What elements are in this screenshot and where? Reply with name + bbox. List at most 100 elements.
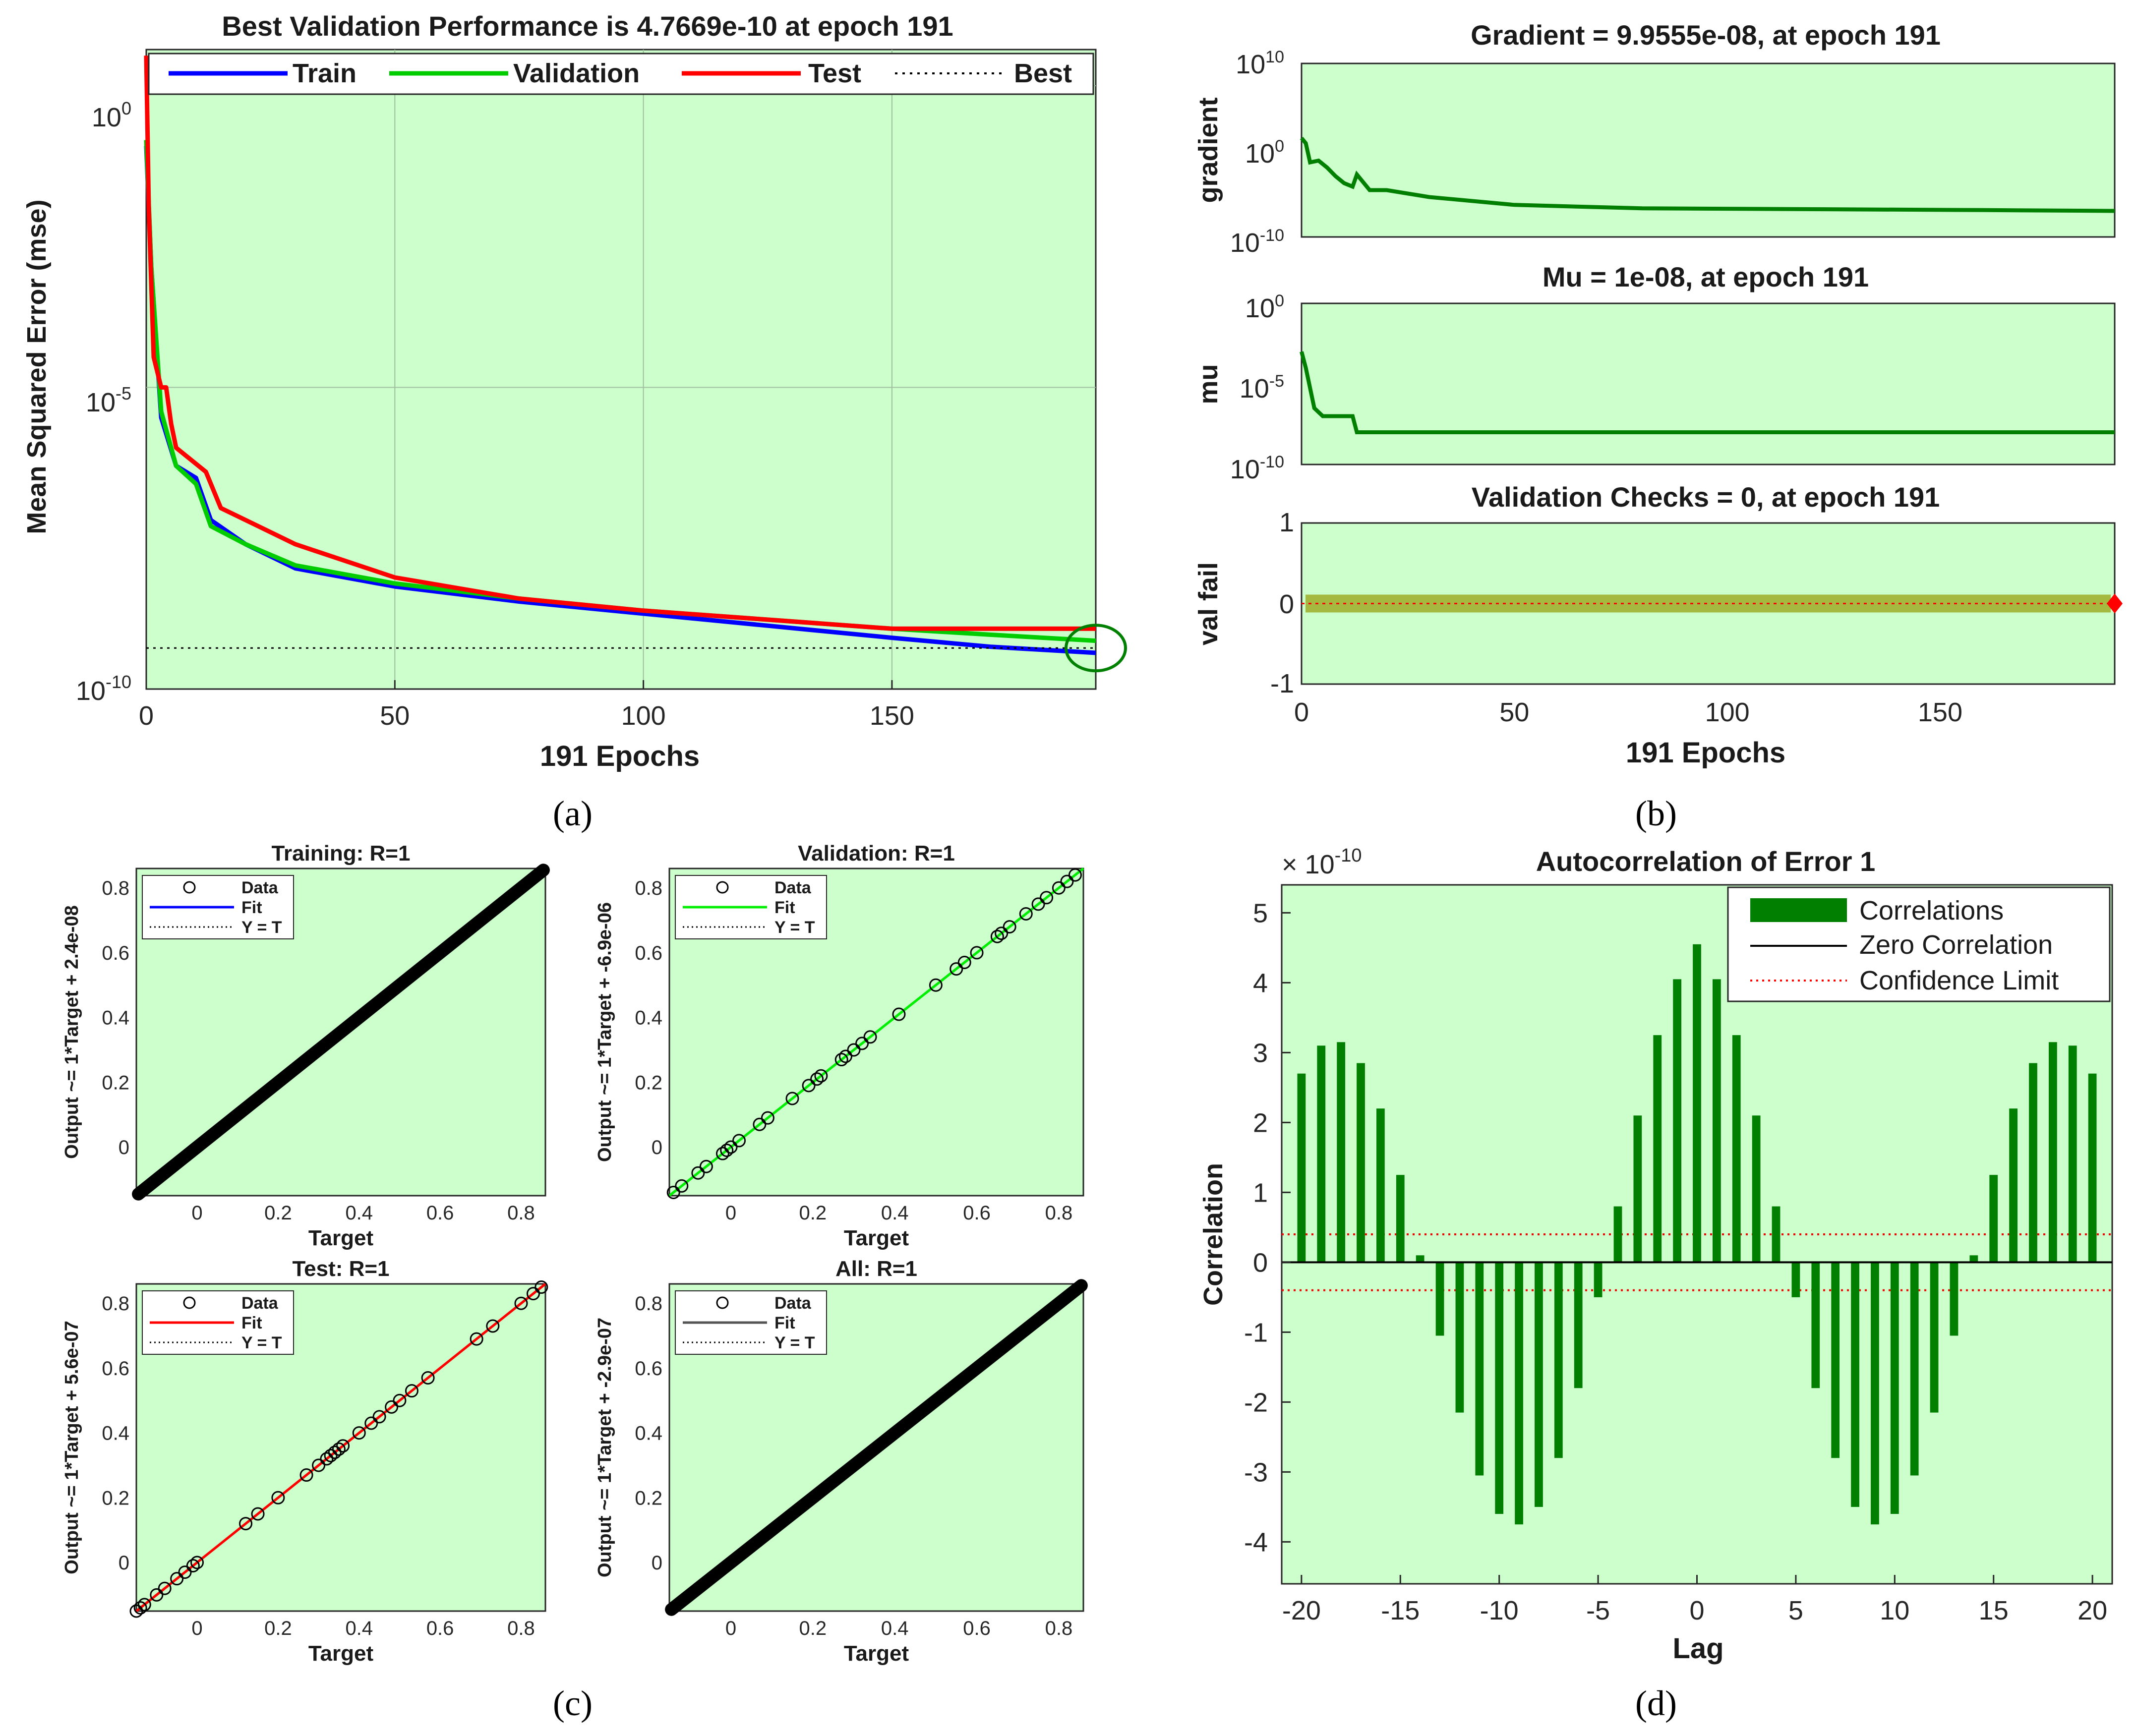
data-point xyxy=(514,1296,528,1310)
data-point xyxy=(990,929,1004,943)
data-point xyxy=(393,1393,407,1407)
train-state-xtick-label: 100 xyxy=(1705,697,1750,727)
regression-ylabel: Output ~= 1*Target + -2.9e-07 xyxy=(594,1318,615,1577)
caption-d: (d) xyxy=(1635,1683,1677,1723)
train-state-xtick-label: 0 xyxy=(1294,697,1309,727)
caption-c: (c) xyxy=(553,1683,593,1723)
legend-correlations-label: Correlations xyxy=(1859,896,2004,926)
autocorr-xlabel: Lag xyxy=(1672,1632,1723,1665)
correlation-bar xyxy=(1455,1262,1464,1413)
data-point xyxy=(178,1565,192,1579)
legend-data-marker xyxy=(716,881,729,894)
data-point xyxy=(1003,920,1016,934)
legend-data-label: Data xyxy=(774,1294,812,1313)
correlation-bar xyxy=(1594,1262,1603,1297)
regression-xlabel: Target xyxy=(308,1641,374,1666)
correlation-bar xyxy=(2009,1108,2018,1263)
gradient-ylabel: gradient xyxy=(1193,97,1223,203)
regression-xtick-label: 0 xyxy=(191,1202,202,1224)
gradient-line xyxy=(1300,136,2115,213)
regression-ytick-label: 0.4 xyxy=(102,1423,129,1445)
regression-subplot: Training: R=1 0 0.2 0.4 0.6 0.8 0 0.2 0.4 0.6 0.8 T… xyxy=(61,841,550,1250)
data-point xyxy=(364,1416,378,1430)
data-point xyxy=(299,1468,313,1482)
performance-ytick: 100 xyxy=(92,98,131,132)
performance-ytick: 10-10 xyxy=(76,672,131,706)
performance-xtick-label: 50 xyxy=(380,701,410,731)
data-point xyxy=(838,1049,852,1063)
regression-ytick-label: 0.8 xyxy=(635,877,662,899)
correlation-bar xyxy=(1535,1262,1543,1507)
legend-zero-label: Zero Correlation xyxy=(1859,930,2053,960)
regression-ylabel: Output ~= 1*Target + -6.9e-06 xyxy=(594,902,615,1162)
performance-xlabel: 191 Epochs xyxy=(540,740,700,772)
data-point xyxy=(421,1371,435,1385)
valfail-ytick: 1 xyxy=(1279,508,1294,537)
regression-ytick-label: 0.6 xyxy=(635,1358,662,1380)
performance-ylabel: Mean Squared Error (mse) xyxy=(22,199,52,534)
data-point xyxy=(675,1179,689,1193)
train-state-xtick-label: 50 xyxy=(1499,697,1529,727)
train-state-xtick-label: 150 xyxy=(1918,697,1962,727)
regression-ytick-label: 0.4 xyxy=(102,1007,129,1029)
data-point xyxy=(150,1588,164,1602)
autocorr-scale-label: × 10-10 xyxy=(1282,845,1362,879)
regression-xlabel: Target xyxy=(308,1226,374,1250)
regression-xtick-label: 0.6 xyxy=(963,1618,991,1639)
regression-xtick-label: 0.8 xyxy=(507,1618,535,1639)
data-point xyxy=(1031,897,1045,911)
data-point xyxy=(1052,881,1066,895)
data-point xyxy=(699,1159,713,1173)
regression-subplot: Validation: R=1 0 0.2 0.4 0.6 0.8 0 0.2 0.4 0.6 0.… xyxy=(594,841,1084,1250)
autocorr-ytick-label: -3 xyxy=(1244,1457,1268,1487)
legend-data-marker xyxy=(716,1296,729,1309)
data-point xyxy=(405,1384,418,1398)
data-points-dense xyxy=(665,1279,1088,1616)
autocorr-xticks: -20 -15 -10 -5 0 5 10 15 20 xyxy=(1282,1575,2107,1625)
correlation-bar xyxy=(1475,1262,1484,1476)
mu-plot-area xyxy=(1301,302,2116,465)
correlation-bar xyxy=(1435,1262,1444,1336)
correlation-bar xyxy=(1673,979,1681,1263)
gradient-ytick: 100 xyxy=(1245,137,1284,169)
correlation-bar xyxy=(1930,1262,1939,1413)
legend-identity-label: Y = T xyxy=(774,918,815,937)
data-point xyxy=(129,1604,143,1618)
legend-identity-label: Y = T xyxy=(241,1333,282,1352)
regression-ytick-label: 0 xyxy=(652,1137,662,1158)
autocorr-xtick-label: 20 xyxy=(2078,1596,2107,1625)
legend-best-label: Best xyxy=(1014,58,1072,88)
correlation-bar xyxy=(1969,1255,1978,1263)
valfail-ytick: -1 xyxy=(1270,669,1294,698)
correlation-bar xyxy=(1910,1262,1919,1476)
data-point xyxy=(133,1601,147,1615)
legend-fit-label: Fit xyxy=(241,1314,262,1332)
data-point xyxy=(526,1287,540,1301)
data-point xyxy=(352,1426,366,1440)
autocorr-ytick-label: 5 xyxy=(1253,898,1268,928)
legend-correlations-swatch xyxy=(1750,898,1847,922)
legend-fit-label: Fit xyxy=(241,898,262,917)
regression-subplot: Test: R=1 0 0.2 0.4 0.6 0.8 0 0.2 0.4 0.6 0.8 Targe… xyxy=(61,1257,548,1666)
regression-ytick-label: 0.8 xyxy=(102,877,129,899)
legend-data-label: Data xyxy=(241,1294,279,1313)
regression-ytick-label: 0.2 xyxy=(102,1072,129,1094)
data-point xyxy=(834,1053,848,1067)
legend-data-marker xyxy=(183,881,196,894)
regression-xtick-label: 0 xyxy=(725,1618,736,1639)
data-point xyxy=(186,1559,200,1573)
correlation-bar xyxy=(1613,1206,1622,1263)
legend-identity-label: Y = T xyxy=(774,1333,815,1352)
regression-ytick-label: 0.2 xyxy=(102,1487,129,1509)
correlation-bar xyxy=(1357,1063,1365,1263)
valfail-title: Validation Checks = 0, at epoch 191 xyxy=(1472,481,1940,513)
data-point xyxy=(995,926,1009,940)
data-point xyxy=(810,1072,824,1086)
data-point xyxy=(957,956,971,970)
data-point xyxy=(761,1111,774,1125)
correlation-bar xyxy=(1574,1262,1583,1389)
correlation-bar xyxy=(1791,1262,1800,1297)
data-point xyxy=(470,1332,483,1346)
correlation-bar xyxy=(1317,1045,1326,1263)
